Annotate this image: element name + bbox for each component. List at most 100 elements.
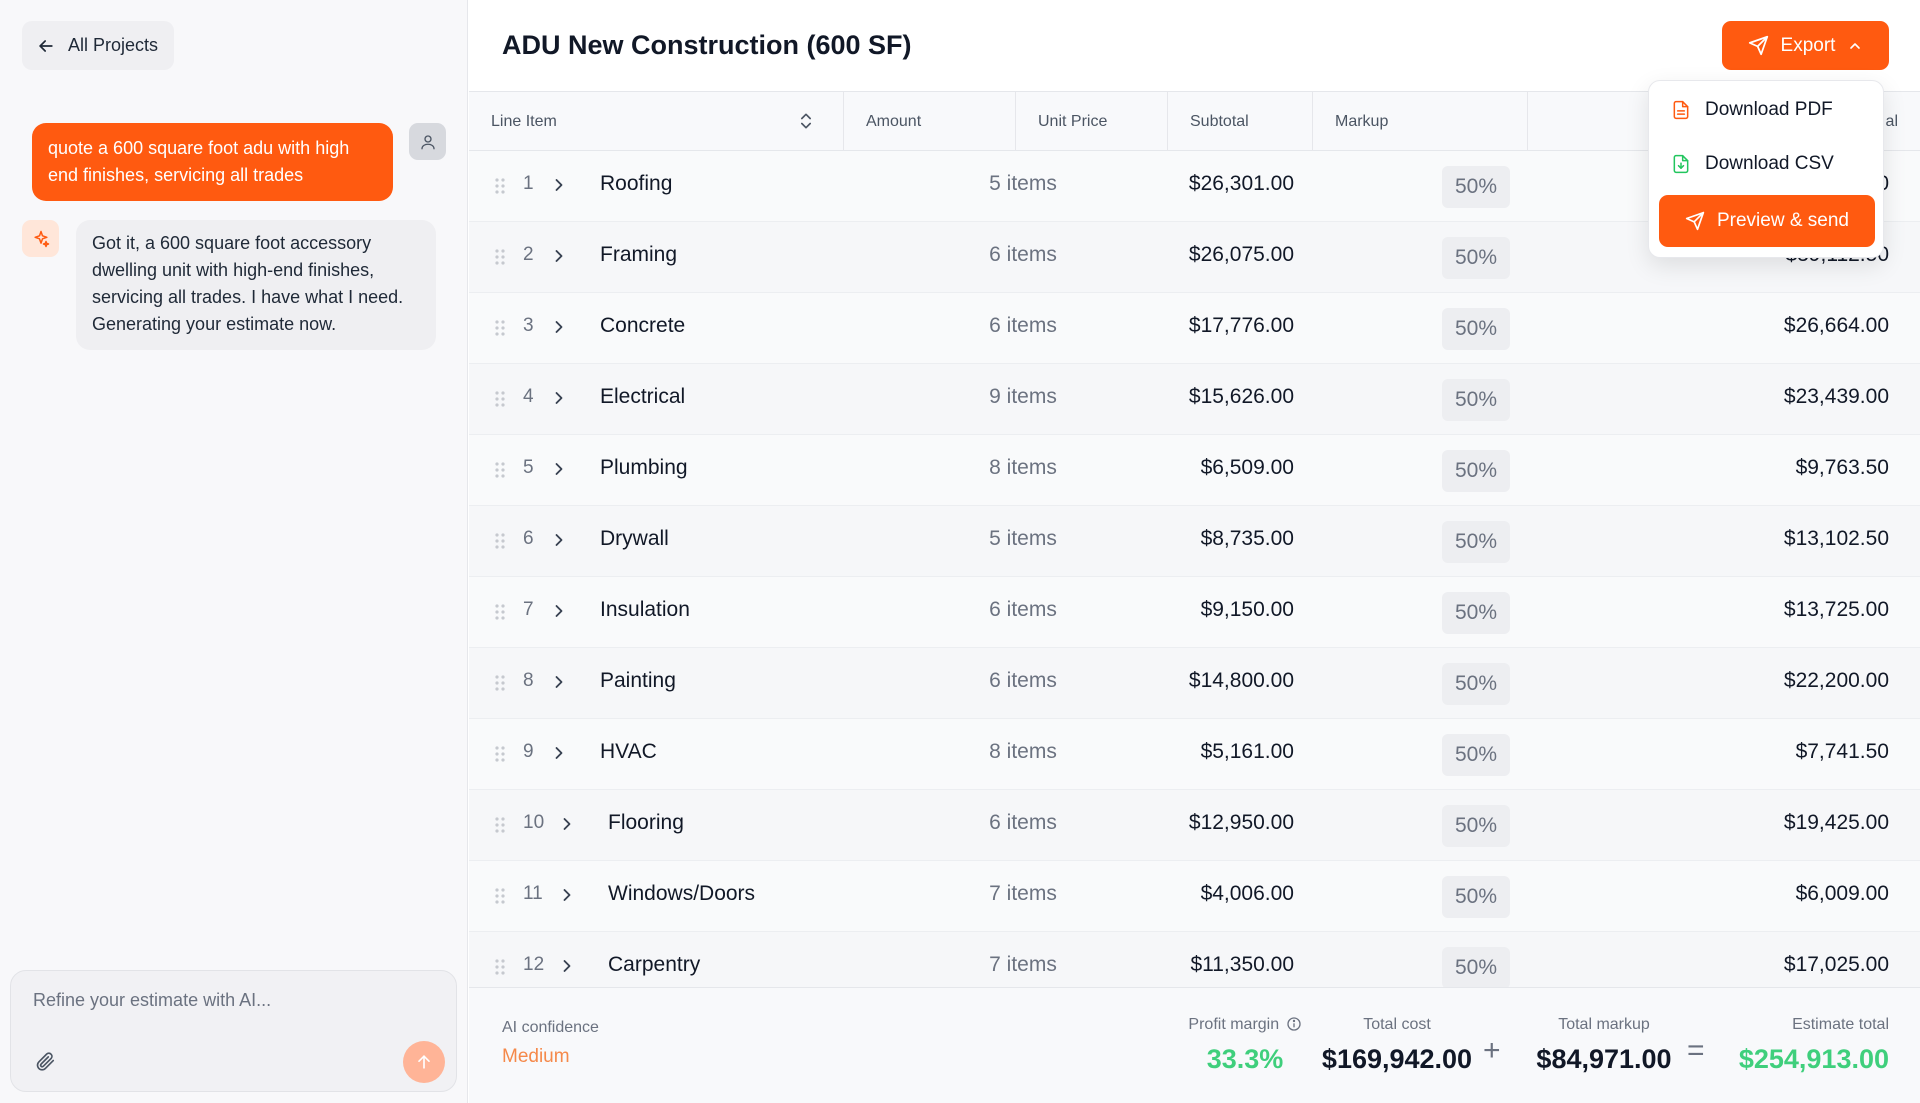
subtotal-value: $15,626.00 — [1188, 385, 1294, 408]
markup-input[interactable]: 50% — [1442, 237, 1510, 279]
item-count: 6 items — [989, 598, 1057, 621]
table-row[interactable]: 4 Electrical 9 items $15,626.00 50% $23,439.0… — [469, 364, 1920, 435]
line-item-name: Painting — [600, 669, 676, 692]
subtotal-value: $12,950.00 — [1188, 811, 1294, 834]
summary-footer: AI confidence Medium Profit margin 33.3%… — [469, 987, 1920, 1103]
markup-input[interactable]: 50% — [1442, 805, 1510, 847]
ai-confidence-value: Medium — [502, 1046, 570, 1067]
markup-input[interactable]: 50% — [1442, 379, 1510, 421]
table-row[interactable]: 12 Carpentry 7 items $11,350.00 50% $17,025.0… — [469, 932, 1920, 987]
subtotal-value: $8,735.00 — [1200, 527, 1294, 550]
subtotal-value: $9,150.00 — [1200, 598, 1294, 621]
drag-handle-icon[interactable] — [494, 177, 506, 195]
table-row[interactable]: 5 Plumbing 8 items $6,509.00 50% $9,763.50 — [469, 435, 1920, 506]
row-number: 10 — [523, 812, 545, 833]
line-item-name: Framing — [600, 243, 678, 266]
table-row[interactable]: 10 Flooring 6 items $12,950.00 50% $19,425.00 — [469, 790, 1920, 861]
chevron-right-icon[interactable] — [549, 530, 569, 550]
drag-handle-icon[interactable] — [494, 248, 506, 266]
chevron-right-icon[interactable] — [549, 459, 569, 479]
line-item-name: HVAC — [600, 740, 657, 763]
table-row[interactable]: 3 Concrete 6 items $17,776.00 50% $26,664.00 — [469, 293, 1920, 364]
subtotal-value: $14,800.00 — [1188, 669, 1294, 692]
row-number: 12 — [523, 954, 545, 975]
line-item-name: Plumbing — [600, 456, 688, 479]
download-csv-item[interactable]: Download CSV — [1649, 139, 1885, 189]
column-amount: Amount — [844, 92, 1016, 151]
chevron-right-icon[interactable] — [549, 317, 569, 337]
markup-input[interactable]: 50% — [1442, 947, 1510, 987]
chevron-right-icon[interactable] — [549, 601, 569, 621]
drag-handle-icon[interactable] — [494, 958, 506, 976]
chevron-right-icon[interactable] — [549, 388, 569, 408]
export-button[interactable]: Export — [1722, 21, 1889, 70]
total-value: $17,025.00 — [1783, 953, 1889, 976]
line-item-name: Flooring — [608, 811, 684, 834]
paperclip-icon — [36, 1052, 55, 1071]
page-title: ADU New Construction (600 SF) — [502, 30, 912, 60]
markup-input[interactable]: 50% — [1442, 521, 1510, 563]
drag-handle-icon[interactable] — [494, 319, 506, 337]
table-row[interactable]: 7 Insulation 6 items $9,150.00 50% $13,725.00 — [469, 577, 1920, 648]
export-label: Export — [1780, 34, 1836, 56]
table-row[interactable]: 8 Painting 6 items $14,800.00 50% $22,200.00 — [469, 648, 1920, 719]
attach-button[interactable] — [31, 1047, 59, 1075]
table-row[interactable]: 9 HVAC 8 items $5,161.00 50% $7,741.50 — [469, 719, 1920, 790]
table-row[interactable]: 6 Drywall 5 items $8,735.00 50% $13,102.50 — [469, 506, 1920, 577]
drag-handle-icon[interactable] — [494, 674, 506, 692]
drag-handle-icon[interactable] — [494, 603, 506, 621]
markup-input[interactable]: 50% — [1442, 734, 1510, 776]
subtotal-value: $26,075.00 — [1188, 243, 1294, 266]
chevron-right-icon[interactable] — [557, 814, 577, 834]
markup-input[interactable]: 50% — [1442, 308, 1510, 350]
ai-message: Got it, a 600 square foot accessory dwel… — [76, 220, 436, 350]
total-value: $9,763.50 — [1795, 456, 1889, 479]
total-value: $26,664.00 — [1783, 314, 1889, 337]
send-button[interactable] — [403, 1041, 445, 1083]
chevron-right-icon[interactable] — [549, 672, 569, 692]
column-unit-price: Unit Price — [1016, 92, 1168, 151]
info-icon[interactable] — [1286, 1016, 1302, 1032]
item-count: 6 items — [989, 243, 1057, 266]
drag-handle-icon[interactable] — [494, 745, 506, 763]
row-number: 7 — [523, 599, 534, 620]
markup-input[interactable]: 50% — [1442, 450, 1510, 492]
line-item-name: Electrical — [600, 385, 686, 408]
total-value: $7,741.50 — [1795, 740, 1889, 763]
drag-handle-icon[interactable] — [494, 532, 506, 550]
preview-send-button[interactable]: Preview & send — [1659, 195, 1875, 247]
row-number: 9 — [523, 741, 534, 762]
drag-handle-icon[interactable] — [494, 390, 506, 408]
chevron-right-icon[interactable] — [549, 743, 569, 763]
all-projects-button[interactable]: All Projects — [22, 21, 175, 70]
item-count: 6 items — [989, 314, 1057, 337]
chevron-right-icon[interactable] — [549, 175, 569, 195]
total-markup-value: $84,971.00 — [1536, 1044, 1672, 1074]
send-icon — [1685, 211, 1705, 231]
chevron-right-icon[interactable] — [557, 885, 577, 905]
ai-avatar — [22, 220, 59, 257]
line-item-name: Roofing — [600, 172, 673, 195]
chevron-right-icon[interactable] — [557, 956, 577, 976]
chevron-right-icon[interactable] — [549, 246, 569, 266]
drag-handle-icon[interactable] — [494, 816, 506, 834]
drag-handle-icon[interactable] — [494, 461, 506, 479]
column-line-item[interactable]: Line Item — [469, 92, 844, 151]
item-count: 5 items — [989, 172, 1057, 195]
sort-icon[interactable] — [796, 111, 816, 131]
line-item-name: Concrete — [600, 314, 686, 337]
line-item-name: Drywall — [600, 527, 669, 550]
refine-estimate-input[interactable] — [33, 985, 433, 1015]
download-pdf-item[interactable]: Download PDF — [1649, 85, 1885, 135]
markup-input[interactable]: 50% — [1442, 876, 1510, 918]
markup-input[interactable]: 50% — [1442, 592, 1510, 634]
csv-file-icon — [1673, 154, 1689, 174]
column-markup: Markup — [1313, 92, 1528, 151]
table-row[interactable]: 11 Windows/Doors 7 items $4,006.00 50% $6,009… — [469, 861, 1920, 932]
total-cost-value: $169,942.00 — [1321, 1044, 1473, 1074]
markup-input[interactable]: 50% — [1442, 663, 1510, 705]
drag-handle-icon[interactable] — [494, 887, 506, 905]
markup-input[interactable]: 50% — [1442, 166, 1510, 208]
column-total: al — [1528, 92, 1920, 151]
